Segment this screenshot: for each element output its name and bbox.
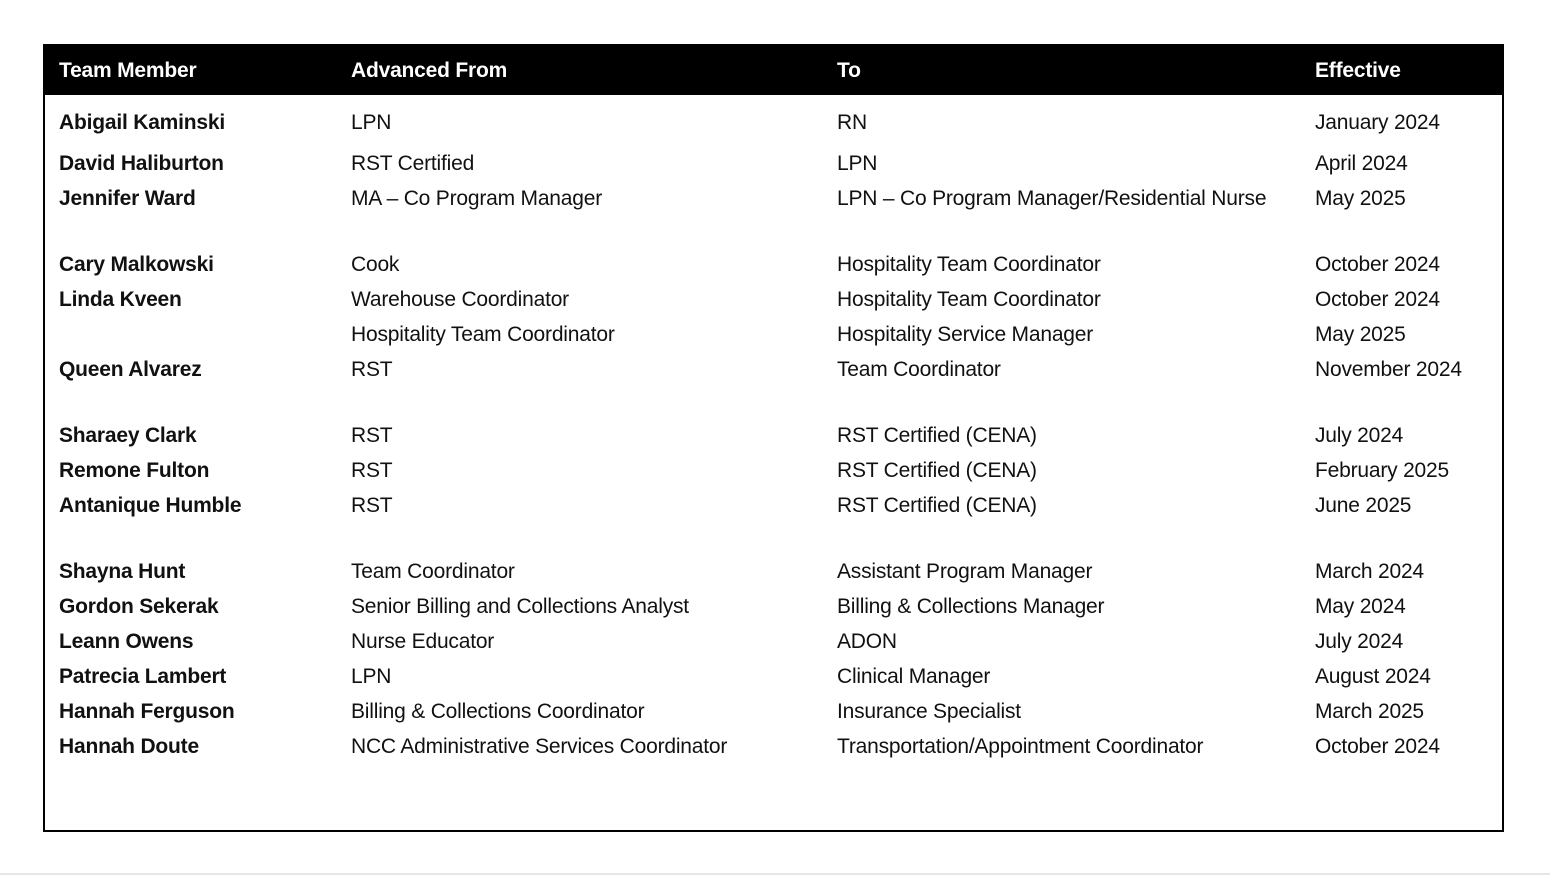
cell-to: RN [837, 111, 867, 134]
cell-team-member: Jennifer Ward [59, 187, 196, 210]
table-row: Hannah Doute NCC Administrative Services… [45, 729, 1502, 764]
cell-to: Transportation/Appointment Coordinator [837, 735, 1204, 758]
cell-effective: January 2024 [1315, 111, 1440, 134]
cell-advanced-from: Billing & Collections Coordinator [351, 700, 645, 723]
cell-to: LPN – Co Program Manager/Residential Nur… [837, 187, 1267, 210]
cell-advanced-from: LPN [351, 111, 392, 134]
cell-advanced-from: Hospitality Team Coordinator [351, 323, 615, 346]
cell-team-member: Abigail Kaminski [59, 111, 226, 134]
cell-effective: April 2024 [1315, 152, 1408, 175]
column-header-effective: Effective [1301, 46, 1502, 95]
cell-to: Hospitality Team Coordinator [837, 253, 1101, 276]
advancements-table: Team Member Advanced From To Effective A… [43, 44, 1504, 832]
cell-to: Clinical Manager [837, 665, 991, 688]
cell-to: ADON [837, 630, 897, 653]
cell-advanced-from: Team Coordinator [351, 560, 515, 583]
cell-advanced-from: Cook [351, 253, 400, 276]
cell-advanced-from: Senior Billing and Collections Analyst [351, 595, 689, 618]
cell-team-member: Antanique Humble [59, 494, 242, 517]
cell-advanced-from: NCC Administrative Services Coordinator [351, 735, 728, 758]
bottom-divider [0, 873, 1550, 875]
cell-advanced-from: Nurse Educator [351, 630, 495, 653]
table-row: David Haliburton RST Certified LPN April… [45, 146, 1502, 181]
table-row: Leann Owens Nurse Educator ADON July 202… [45, 624, 1502, 659]
table-row: Remone Fulton RST RST Certified (CENA) F… [45, 453, 1502, 488]
cell-effective: March 2024 [1315, 560, 1424, 583]
cell-advanced-from: Warehouse Coordinator [351, 288, 569, 311]
cell-team-member: Shayna Hunt [59, 560, 186, 583]
table-row: Cary Malkowski Cook Hospitality Team Coo… [45, 247, 1502, 282]
cell-effective: February 2025 [1315, 459, 1449, 482]
cell-team-member: David Haliburton [59, 152, 224, 175]
cell-effective: March 2025 [1315, 700, 1424, 723]
cell-effective: August 2024 [1315, 665, 1431, 688]
cell-team-member: Remone Fulton [59, 459, 210, 482]
cell-team-member: Leann Owens [59, 630, 194, 653]
spacer-row [45, 387, 1502, 418]
cell-to: RST Certified (CENA) [837, 459, 1037, 482]
cell-effective: October 2024 [1315, 735, 1440, 758]
cell-team-member: Cary Malkowski [59, 253, 214, 276]
cell-effective: October 2024 [1315, 288, 1440, 311]
cell-to: Team Coordinator [837, 358, 1001, 381]
table-header-row: Team Member Advanced From To Effective [45, 46, 1502, 95]
cell-to: RST Certified (CENA) [837, 424, 1037, 447]
cell-to: LPN [837, 152, 878, 175]
cell-to: Assistant Program Manager [837, 560, 1093, 583]
table-row: Jennifer Ward MA – Co Program Manager LP… [45, 181, 1502, 216]
cell-advanced-from: RST Certified [351, 152, 475, 175]
cell-effective: November 2024 [1315, 358, 1462, 381]
cell-effective: October 2024 [1315, 253, 1440, 276]
table-row: Hospitality Team Coordinator Hospitality… [45, 317, 1502, 352]
column-header-advanced-from: Advanced From [337, 46, 823, 95]
cell-team-member: Queen Alvarez [59, 358, 202, 381]
cell-team-member: Linda Kveen [59, 288, 182, 311]
cell-team-member [45, 317, 337, 352]
cell-team-member: Patrecia Lambert [59, 665, 227, 688]
cell-advanced-from: RST [351, 494, 393, 517]
table-body: Abigail Kaminski LPN RN January 2024 Dav… [45, 95, 1502, 764]
cell-to: Hospitality Team Coordinator [837, 288, 1101, 311]
cell-team-member: Hannah Ferguson [59, 700, 235, 723]
cell-effective: June 2025 [1315, 494, 1412, 517]
table-row: Gordon Sekerak Senior Billing and Collec… [45, 589, 1502, 624]
cell-effective: May 2025 [1315, 187, 1406, 210]
spacer-row [45, 523, 1502, 554]
table-row: Linda Kveen Warehouse Coordinator Hospit… [45, 282, 1502, 317]
cell-advanced-from: MA – Co Program Manager [351, 187, 603, 210]
cell-effective: July 2024 [1315, 630, 1404, 653]
table-row: Shayna Hunt Team Coordinator Assistant P… [45, 554, 1502, 589]
table-row: Sharaey Clark RST RST Certified (CENA) J… [45, 418, 1502, 453]
cell-team-member: Hannah Doute [59, 735, 199, 758]
table-row: Queen Alvarez RST Team Coordinator Novem… [45, 352, 1502, 387]
column-header-to: To [823, 46, 1301, 95]
cell-team-member: Sharaey Clark [59, 424, 197, 447]
cell-effective: May 2024 [1315, 595, 1406, 618]
cell-team-member: Gordon Sekerak [59, 595, 219, 618]
cell-to: Hospitality Service Manager [837, 323, 1094, 346]
cell-to: RST Certified (CENA) [837, 494, 1037, 517]
column-header-team-member: Team Member [45, 46, 337, 95]
cell-to: Billing & Collections Manager [837, 595, 1105, 618]
table-row: Hannah Ferguson Billing & Collections Co… [45, 694, 1502, 729]
table-row: Patrecia Lambert LPN Clinical Manager Au… [45, 659, 1502, 694]
cell-advanced-from: RST [351, 358, 393, 381]
cell-advanced-from: RST [351, 424, 393, 447]
cell-advanced-from: RST [351, 459, 393, 482]
advancements-table-grid: Team Member Advanced From To Effective A… [45, 46, 1502, 764]
cell-effective: May 2025 [1315, 323, 1406, 346]
table-row: Abigail Kaminski LPN RN January 2024 [45, 95, 1502, 146]
cell-effective: July 2024 [1315, 424, 1404, 447]
spacer-row [45, 216, 1502, 247]
cell-to: Insurance Specialist [837, 700, 1021, 723]
table-row: Antanique Humble RST RST Certified (CENA… [45, 488, 1502, 523]
cell-advanced-from: LPN [351, 665, 392, 688]
